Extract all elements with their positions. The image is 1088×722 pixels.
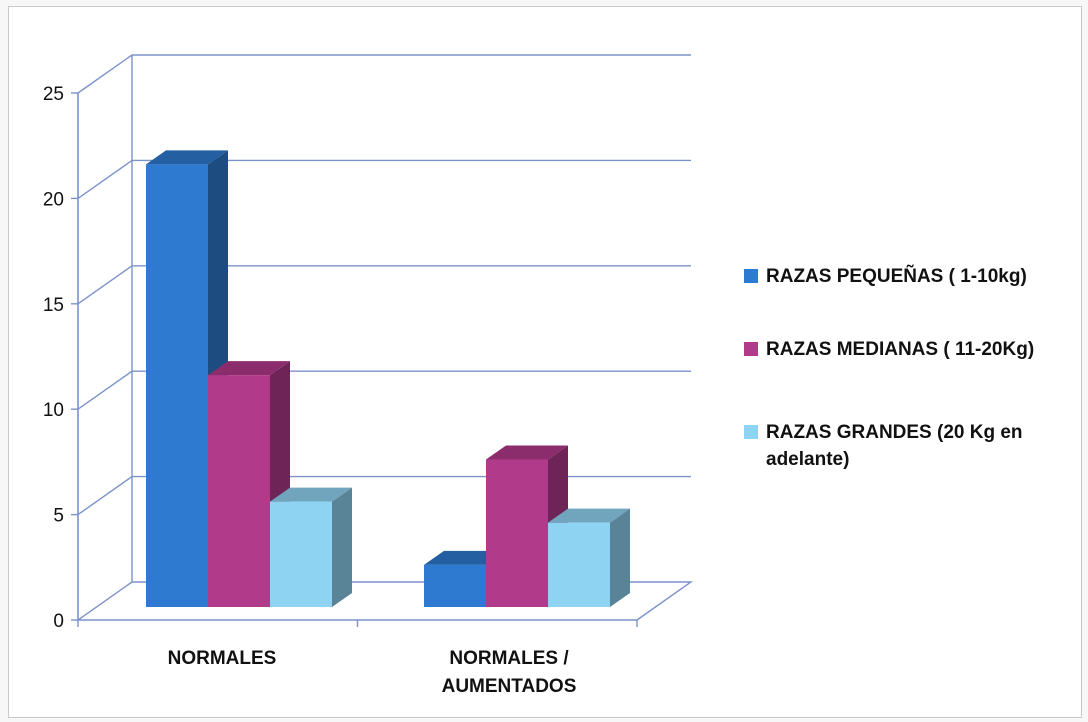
bar-side <box>610 508 630 607</box>
bar-front <box>208 375 270 607</box>
gridline-diag <box>77 54 133 94</box>
legend: RAZAS PEQUEÑAS ( 1-10kg) RAZAS MEDIANAS (… <box>744 265 1034 470</box>
legend-item: RAZAS GRANDES (20 Kg en adelante) <box>744 422 1023 470</box>
y-tick-label: 5 <box>53 506 64 527</box>
bar-front <box>424 564 486 607</box>
y-tick-label: 10 <box>43 400 64 421</box>
legend-swatch <box>744 425 758 439</box>
legend-label: RAZAS PEQUEÑAS ( 1-10kg) <box>766 265 1027 287</box>
x-tick-label: AUMENTADOS <box>442 676 577 697</box>
x-tick-label: NORMALES <box>168 648 277 669</box>
y-tick-label: 20 <box>43 189 64 210</box>
bar-front <box>486 459 548 607</box>
bar <box>208 361 290 607</box>
chart-bars <box>146 150 630 607</box>
bar-front <box>270 501 332 607</box>
legend-item: RAZAS MEDIANAS ( 11-20Kg) <box>744 339 1034 360</box>
y-tick-label: 15 <box>43 295 64 316</box>
gridline-diag <box>77 265 133 305</box>
gridline-diag <box>77 159 133 199</box>
bar-top <box>208 361 290 376</box>
legend-label: adelante) <box>766 449 849 470</box>
bar-front <box>146 164 208 607</box>
legend-swatch <box>744 342 758 356</box>
bar-front <box>548 522 610 607</box>
floor <box>75 581 694 621</box>
bar <box>270 487 352 607</box>
chart-labels: 0 5 10 15 20 25 NORMALES NORMALES / AUMENTADOS <box>43 84 577 697</box>
gridline-diag <box>77 370 133 410</box>
bar-top <box>270 487 352 502</box>
bar-top <box>146 150 228 165</box>
legend-item: RAZAS PEQUEÑAS ( 1-10kg) <box>744 265 1027 287</box>
bar-top <box>424 550 506 565</box>
y-tick-label: 0 <box>53 611 64 632</box>
legend-swatch <box>744 269 758 283</box>
legend-label: RAZAS MEDIANAS ( 11-20Kg) <box>766 339 1034 360</box>
bar <box>548 508 630 607</box>
y-tick-label: 25 <box>43 84 64 105</box>
legend-label: RAZAS GRANDES (20 Kg en <box>766 422 1023 443</box>
bar-top <box>486 445 568 460</box>
bar-side <box>332 487 352 607</box>
x-tick-label: NORMALES / <box>449 648 569 669</box>
bar-top <box>548 508 630 523</box>
gridline-diag <box>77 476 133 516</box>
